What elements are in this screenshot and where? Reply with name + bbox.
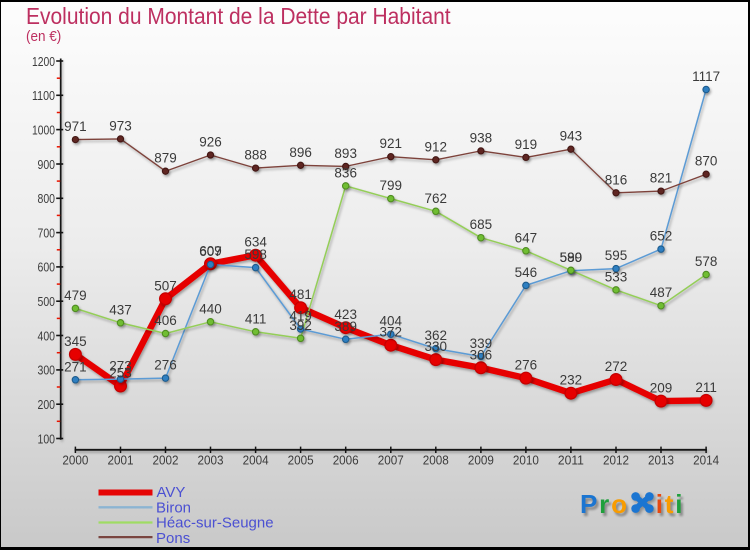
svg-text:345: 345 <box>64 334 87 349</box>
svg-text:816: 816 <box>605 172 628 187</box>
svg-text:271: 271 <box>64 359 87 374</box>
svg-text:209: 209 <box>650 381 673 396</box>
svg-text:888: 888 <box>244 148 267 163</box>
svg-text:400: 400 <box>38 328 56 343</box>
svg-text:500: 500 <box>38 294 56 309</box>
svg-text:306: 306 <box>470 347 493 362</box>
svg-text:276: 276 <box>515 358 538 373</box>
svg-text:685: 685 <box>470 217 493 232</box>
svg-text:762: 762 <box>425 191 448 206</box>
svg-text:372: 372 <box>380 325 403 340</box>
svg-text:2014: 2014 <box>693 453 719 468</box>
svg-text:2003: 2003 <box>198 453 224 468</box>
svg-text:2002: 2002 <box>153 453 179 468</box>
svg-text:799: 799 <box>380 178 403 193</box>
svg-text:2013: 2013 <box>648 453 674 468</box>
svg-text:821: 821 <box>650 171 673 186</box>
svg-text:607: 607 <box>199 244 222 259</box>
svg-text:546: 546 <box>515 265 538 280</box>
svg-text:578: 578 <box>695 254 718 269</box>
svg-text:2010: 2010 <box>513 453 539 468</box>
svg-text:2005: 2005 <box>288 453 314 468</box>
svg-text:652: 652 <box>650 229 673 244</box>
svg-text:921: 921 <box>380 136 403 151</box>
svg-text:971: 971 <box>64 119 87 134</box>
svg-text:211: 211 <box>695 380 717 395</box>
svg-text:253: 253 <box>109 366 132 381</box>
svg-text:2001: 2001 <box>108 453 134 468</box>
svg-text:590: 590 <box>560 250 583 265</box>
svg-text:912: 912 <box>425 139 448 154</box>
svg-text:926: 926 <box>199 135 222 150</box>
svg-text:AVY: AVY <box>157 484 186 501</box>
svg-text:836: 836 <box>334 165 357 180</box>
svg-text:2012: 2012 <box>603 453 629 468</box>
svg-text:589: 589 <box>560 250 583 265</box>
svg-text:479: 479 <box>64 288 87 303</box>
svg-text:507: 507 <box>154 278 177 293</box>
svg-text:647: 647 <box>515 230 538 245</box>
svg-text:2009: 2009 <box>468 453 494 468</box>
svg-text:1117: 1117 <box>692 69 720 84</box>
svg-text:900: 900 <box>38 157 56 172</box>
svg-text:389: 389 <box>334 319 357 334</box>
svg-text:700: 700 <box>38 225 56 240</box>
svg-text:Biron: Biron <box>156 499 191 516</box>
svg-text:1200: 1200 <box>32 54 55 69</box>
svg-text:893: 893 <box>334 146 357 161</box>
svg-text:330: 330 <box>425 339 448 354</box>
svg-text:Pons: Pons <box>156 530 190 547</box>
svg-text:2000: 2000 <box>62 453 88 468</box>
svg-text:232: 232 <box>560 373 583 388</box>
svg-text:481: 481 <box>289 287 312 302</box>
svg-text:938: 938 <box>470 130 493 145</box>
svg-text:896: 896 <box>289 145 312 160</box>
svg-text:200: 200 <box>38 397 56 412</box>
svg-text:2007: 2007 <box>378 453 404 468</box>
svg-text:879: 879 <box>154 151 177 166</box>
svg-text:2011: 2011 <box>558 453 584 468</box>
svg-text:440: 440 <box>199 301 222 316</box>
svg-text:800: 800 <box>38 191 56 206</box>
svg-text:487: 487 <box>650 285 673 300</box>
svg-text:339: 339 <box>470 336 493 351</box>
svg-text:634: 634 <box>244 235 267 250</box>
svg-text:411: 411 <box>245 311 267 326</box>
svg-text:600: 600 <box>38 260 56 275</box>
svg-text:919: 919 <box>515 137 538 152</box>
svg-text:1100: 1100 <box>32 88 55 103</box>
svg-text:419: 419 <box>289 309 312 324</box>
svg-text:272: 272 <box>605 359 628 374</box>
svg-text:2004: 2004 <box>243 453 269 468</box>
svg-text:2008: 2008 <box>423 453 449 468</box>
svg-text:870: 870 <box>695 154 718 169</box>
svg-text:362: 362 <box>425 328 448 343</box>
svg-text:406: 406 <box>154 313 177 328</box>
svg-text:598: 598 <box>244 247 267 262</box>
svg-text:609: 609 <box>199 243 222 258</box>
svg-text:943: 943 <box>560 129 583 144</box>
svg-text:404: 404 <box>380 314 403 329</box>
svg-text:533: 533 <box>605 269 628 284</box>
svg-text:595: 595 <box>605 248 628 263</box>
svg-text:273: 273 <box>109 359 132 374</box>
svg-text:100: 100 <box>38 431 56 446</box>
svg-text:973: 973 <box>109 118 132 133</box>
svg-text:2006: 2006 <box>333 453 359 468</box>
svg-text:1000: 1000 <box>32 122 55 137</box>
svg-text:392: 392 <box>289 318 312 333</box>
svg-text:Héac-sur-Seugne: Héac-sur-Seugne <box>156 515 274 532</box>
svg-text:423: 423 <box>334 307 357 322</box>
svg-text:300: 300 <box>38 363 56 378</box>
svg-text:437: 437 <box>109 302 132 317</box>
svg-text:276: 276 <box>154 358 177 373</box>
